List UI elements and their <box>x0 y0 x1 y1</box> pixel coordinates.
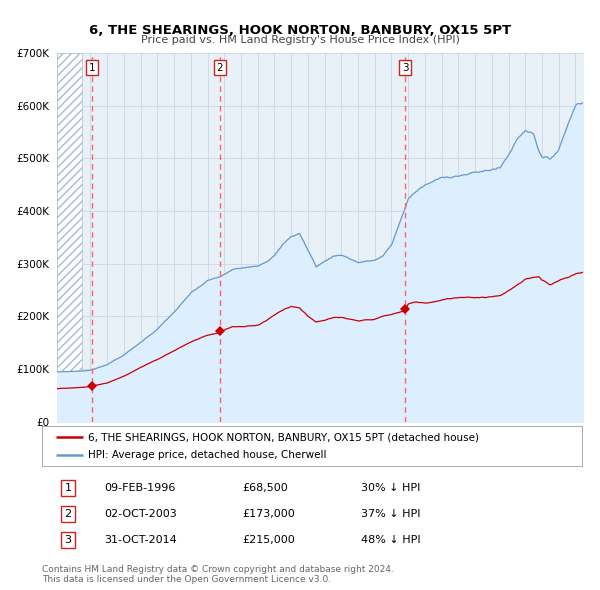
Text: 30% ↓ HPI: 30% ↓ HPI <box>361 483 420 493</box>
Text: This data is licensed under the Open Government Licence v3.0.: This data is licensed under the Open Gov… <box>42 575 331 584</box>
Text: 1: 1 <box>89 63 95 73</box>
Text: 2: 2 <box>64 509 71 519</box>
Text: 6, THE SHEARINGS, HOOK NORTON, BANBURY, OX15 5PT (detached house): 6, THE SHEARINGS, HOOK NORTON, BANBURY, … <box>88 432 479 442</box>
Text: 31-OCT-2014: 31-OCT-2014 <box>104 535 177 545</box>
Text: 48% ↓ HPI: 48% ↓ HPI <box>361 535 420 545</box>
Text: 09-FEB-1996: 09-FEB-1996 <box>104 483 175 493</box>
Text: £68,500: £68,500 <box>242 483 287 493</box>
Text: HPI: Average price, detached house, Cherwell: HPI: Average price, detached house, Cher… <box>88 450 326 460</box>
Text: 1: 1 <box>64 483 71 493</box>
Text: 3: 3 <box>64 535 71 545</box>
Text: 02-OCT-2003: 02-OCT-2003 <box>104 509 177 519</box>
Bar <box>57 53 82 422</box>
Text: £173,000: £173,000 <box>242 509 295 519</box>
Text: £215,000: £215,000 <box>242 535 295 545</box>
Text: 2: 2 <box>217 63 223 73</box>
Text: 37% ↓ HPI: 37% ↓ HPI <box>361 509 420 519</box>
Text: 6, THE SHEARINGS, HOOK NORTON, BANBURY, OX15 5PT: 6, THE SHEARINGS, HOOK NORTON, BANBURY, … <box>89 24 511 37</box>
Text: 3: 3 <box>402 63 409 73</box>
Text: Price paid vs. HM Land Registry's House Price Index (HPI): Price paid vs. HM Land Registry's House … <box>140 35 460 45</box>
Text: Contains HM Land Registry data © Crown copyright and database right 2024.: Contains HM Land Registry data © Crown c… <box>42 565 394 573</box>
